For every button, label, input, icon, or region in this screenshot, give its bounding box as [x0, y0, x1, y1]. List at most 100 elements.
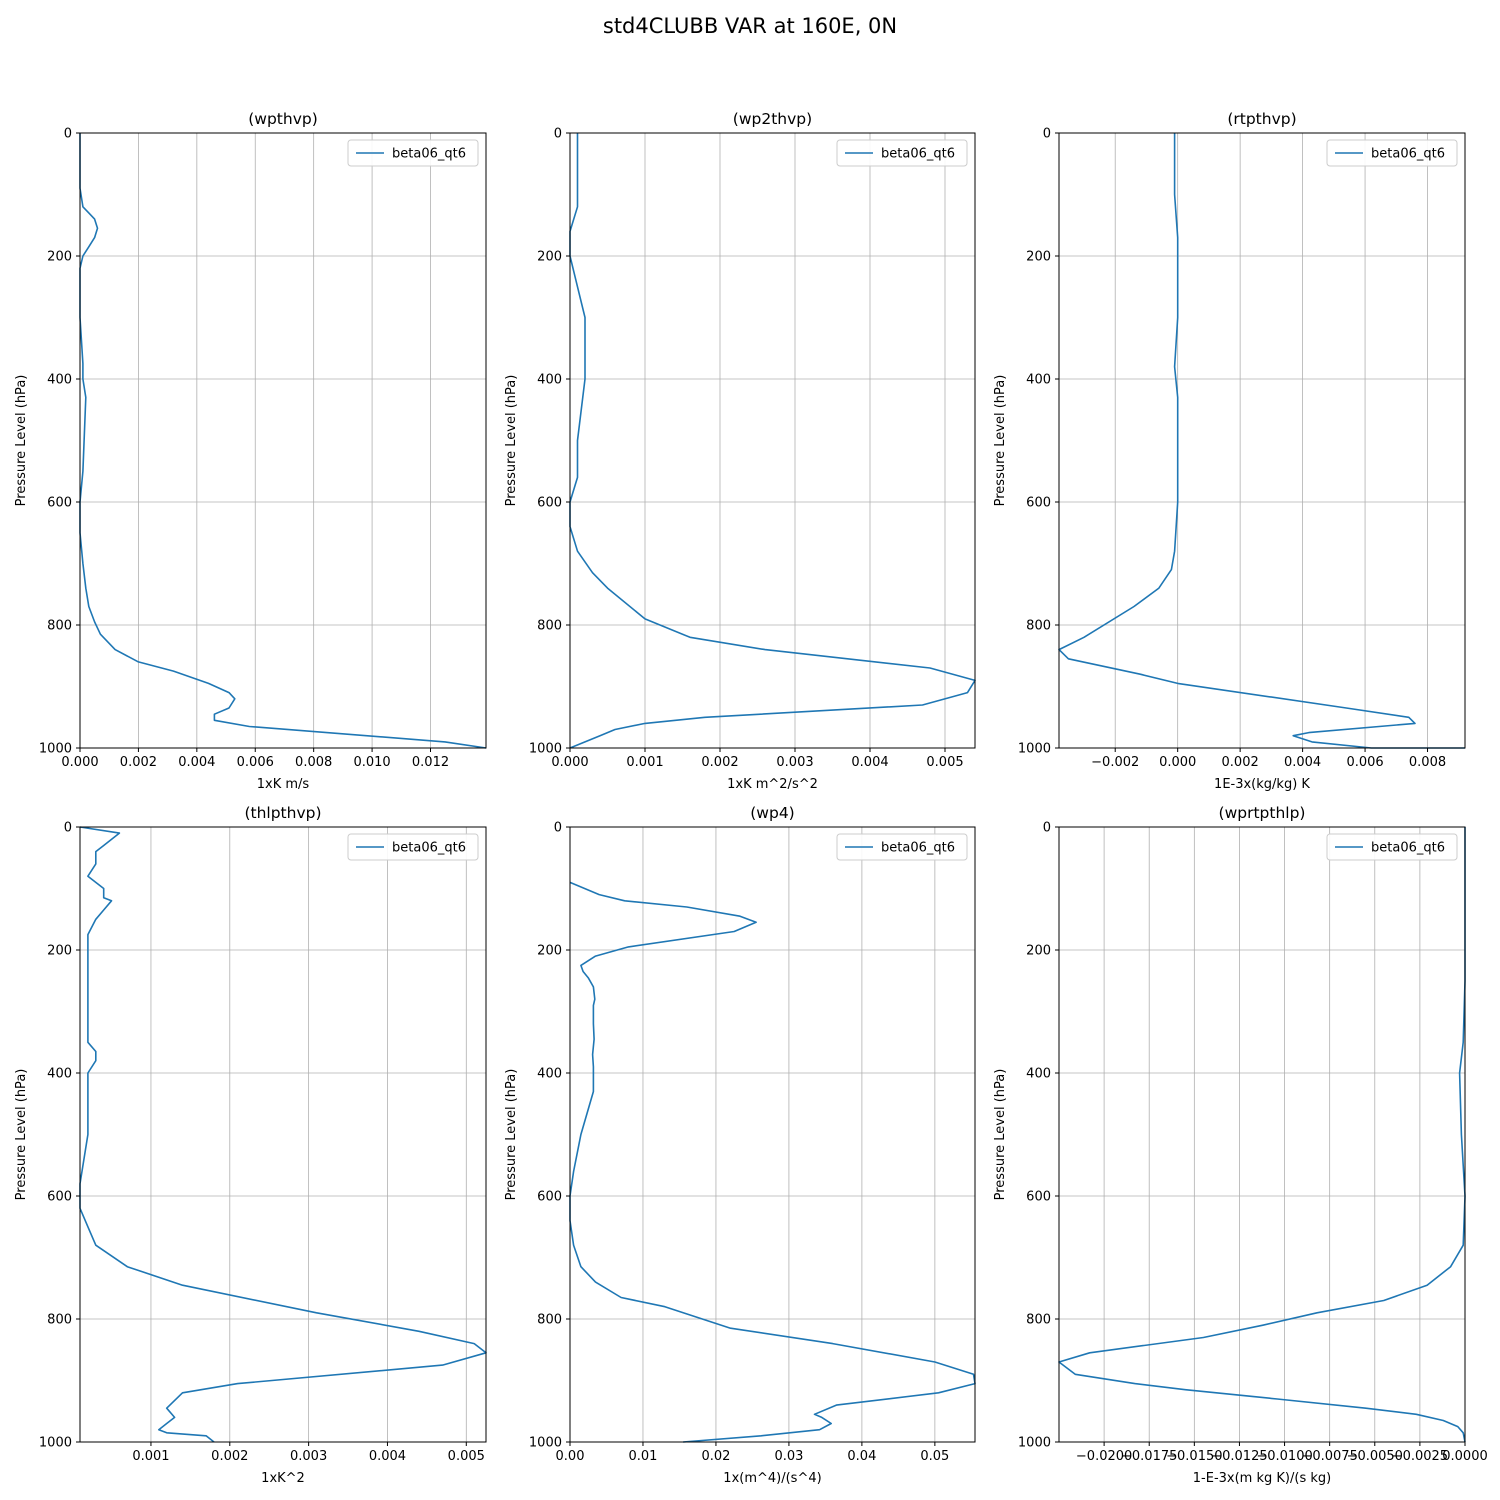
y-tick-label: 400 — [1026, 1067, 1051, 1082]
x-tick-label: −0.0025 — [1392, 1449, 1448, 1464]
y-tick-label: 1000 — [1018, 1436, 1051, 1451]
x-tick-label: 0.004 — [178, 755, 215, 770]
x-tick-label: 0.012 — [412, 755, 449, 770]
y-tick-label: 600 — [47, 496, 72, 511]
x-tick-label: 0.01 — [628, 1449, 657, 1464]
series-line — [79, 133, 487, 749]
y-tick-label: 600 — [47, 1190, 72, 1205]
x-tick-label: −0.0200 — [1076, 1449, 1132, 1464]
x-tick-label: 0.002 — [1222, 755, 1259, 770]
subplot-3: −0.002 0.000 0.002 0.004 0.006 0.008 0 200 400 60… — [993, 110, 1466, 792]
y-tick-label: 200 — [1026, 250, 1051, 265]
x-tick-label: 0.003 — [776, 755, 813, 770]
legend-box — [347, 833, 479, 861]
x-tick-label: −0.0150 — [1166, 1449, 1222, 1464]
subplot-title: (wp4) — [750, 804, 794, 822]
y-tick-label: 200 — [1026, 944, 1051, 959]
x-axis-label: 1xK^2 — [261, 1471, 305, 1486]
x-tick-label: 0.04 — [847, 1449, 876, 1464]
y-tick-label: 400 — [537, 1067, 562, 1082]
x-tick-label: −0.0075 — [1301, 1449, 1357, 1464]
x-tick-label: 0.05 — [920, 1449, 949, 1464]
x-tick-label: 0.002 — [701, 755, 738, 770]
plot-frame — [1058, 826, 1466, 1443]
x-tick-label: 0.005 — [926, 755, 963, 770]
legend: beta06_qt6 — [347, 833, 479, 861]
y-tick-label: 400 — [47, 373, 72, 388]
x-axis-label: 1-E-3x(m kg K)/(s kg) — [1193, 1471, 1331, 1486]
legend: beta06_qt6 — [347, 139, 479, 167]
y-tick-label: 600 — [537, 496, 562, 511]
plot-frame — [1058, 132, 1466, 749]
legend-box — [1326, 139, 1458, 167]
y-tick-label: 800 — [1026, 1313, 1051, 1328]
x-tick-label: 0.001 — [626, 755, 663, 770]
x-tick-label: 0.002 — [120, 755, 157, 770]
series-line — [569, 133, 976, 749]
series-line — [79, 826, 487, 1443]
y-tick-label: 0 — [1043, 127, 1051, 142]
y-tick-label: 600 — [537, 1190, 562, 1205]
plot-frame — [569, 132, 976, 749]
legend-box — [1326, 833, 1458, 861]
subplot-1: 0.000 0.002 0.004 0.006 0.008 0.010 0.012 0 200 4… — [14, 110, 487, 792]
y-tick-label: 800 — [537, 1313, 562, 1328]
legend: beta06_qt6 — [836, 833, 968, 861]
x-axis-label: 1xK m^2/s^2 — [727, 777, 818, 792]
legend-label: beta06_qt6 — [1371, 841, 1445, 856]
y-tick-label: 800 — [47, 1313, 72, 1328]
x-tick-label: −0.0050 — [1347, 1449, 1403, 1464]
y-tick-label: 800 — [1026, 619, 1051, 634]
series-line — [1058, 133, 1465, 749]
x-tick-label: 0.001 — [132, 1449, 169, 1464]
plot-frame — [79, 826, 487, 1443]
y-axis-label: Pressure Level (hPa) — [504, 1069, 519, 1201]
y-tick-label: 1000 — [529, 1436, 562, 1451]
x-tick-label: 0.004 — [369, 1449, 406, 1464]
plot-frame — [569, 826, 976, 1443]
y-tick-label: 200 — [47, 944, 72, 959]
y-tick-label: 1000 — [39, 1436, 72, 1451]
x-tick-label: 0.03 — [774, 1449, 803, 1464]
x-axis-label: 1E-3x(kg/kg) K — [1214, 777, 1310, 792]
y-axis-label: Pressure Level (hPa) — [993, 1069, 1008, 1201]
legend-label: beta06_qt6 — [881, 147, 955, 162]
x-tick-label: 0.005 — [448, 1449, 485, 1464]
series-line — [1058, 827, 1466, 1443]
y-tick-label: 600 — [1026, 496, 1051, 511]
legend-label: beta06_qt6 — [1371, 147, 1445, 162]
y-tick-label: 0 — [554, 821, 562, 836]
x-axis-label: 1x(m^4)/(s^4) — [723, 1471, 821, 1486]
legend: beta06_qt6 — [1326, 833, 1458, 861]
legend: beta06_qt6 — [1326, 139, 1458, 167]
legend-box — [836, 139, 968, 167]
series-line — [569, 881, 976, 1443]
subplot-title: (rtpthvp) — [1227, 110, 1296, 128]
y-tick-label: 0 — [64, 821, 72, 836]
legend-box — [347, 139, 479, 167]
y-tick-label: 1000 — [529, 742, 562, 757]
x-tick-label: 0.0000 — [1442, 1449, 1488, 1464]
figure-title: std4CLUBB VAR at 160E, 0N — [602, 14, 898, 38]
y-tick-label: 400 — [537, 373, 562, 388]
x-tick-label: −0.0100 — [1256, 1449, 1312, 1464]
legend-label: beta06_qt6 — [392, 841, 466, 856]
y-tick-label: 1000 — [1018, 742, 1051, 757]
x-tick-label: 0.006 — [1346, 755, 1383, 770]
y-axis-label: Pressure Level (hPa) — [14, 375, 29, 507]
x-tick-label: 0.004 — [1284, 755, 1321, 770]
x-tick-label: 0.008 — [1409, 755, 1446, 770]
y-axis-label: Pressure Level (hPa) — [504, 375, 519, 507]
legend-label: beta06_qt6 — [881, 841, 955, 856]
x-tick-label: 0.003 — [290, 1449, 327, 1464]
x-tick-label: 0.000 — [1159, 755, 1196, 770]
subplot-4: 0.001 0.002 0.003 0.004 0.005 0 200 400 600 800 10… — [14, 804, 487, 1486]
x-tick-label: 0.008 — [295, 755, 332, 770]
y-tick-label: 200 — [47, 250, 72, 265]
x-tick-label: 0.004 — [851, 755, 888, 770]
subplot-2: 0.000 0.001 0.002 0.003 0.004 0.005 0 200 400 600… — [504, 110, 976, 792]
plot-frame — [79, 132, 487, 749]
y-tick-label: 400 — [1026, 373, 1051, 388]
x-tick-label: 0.010 — [353, 755, 390, 770]
